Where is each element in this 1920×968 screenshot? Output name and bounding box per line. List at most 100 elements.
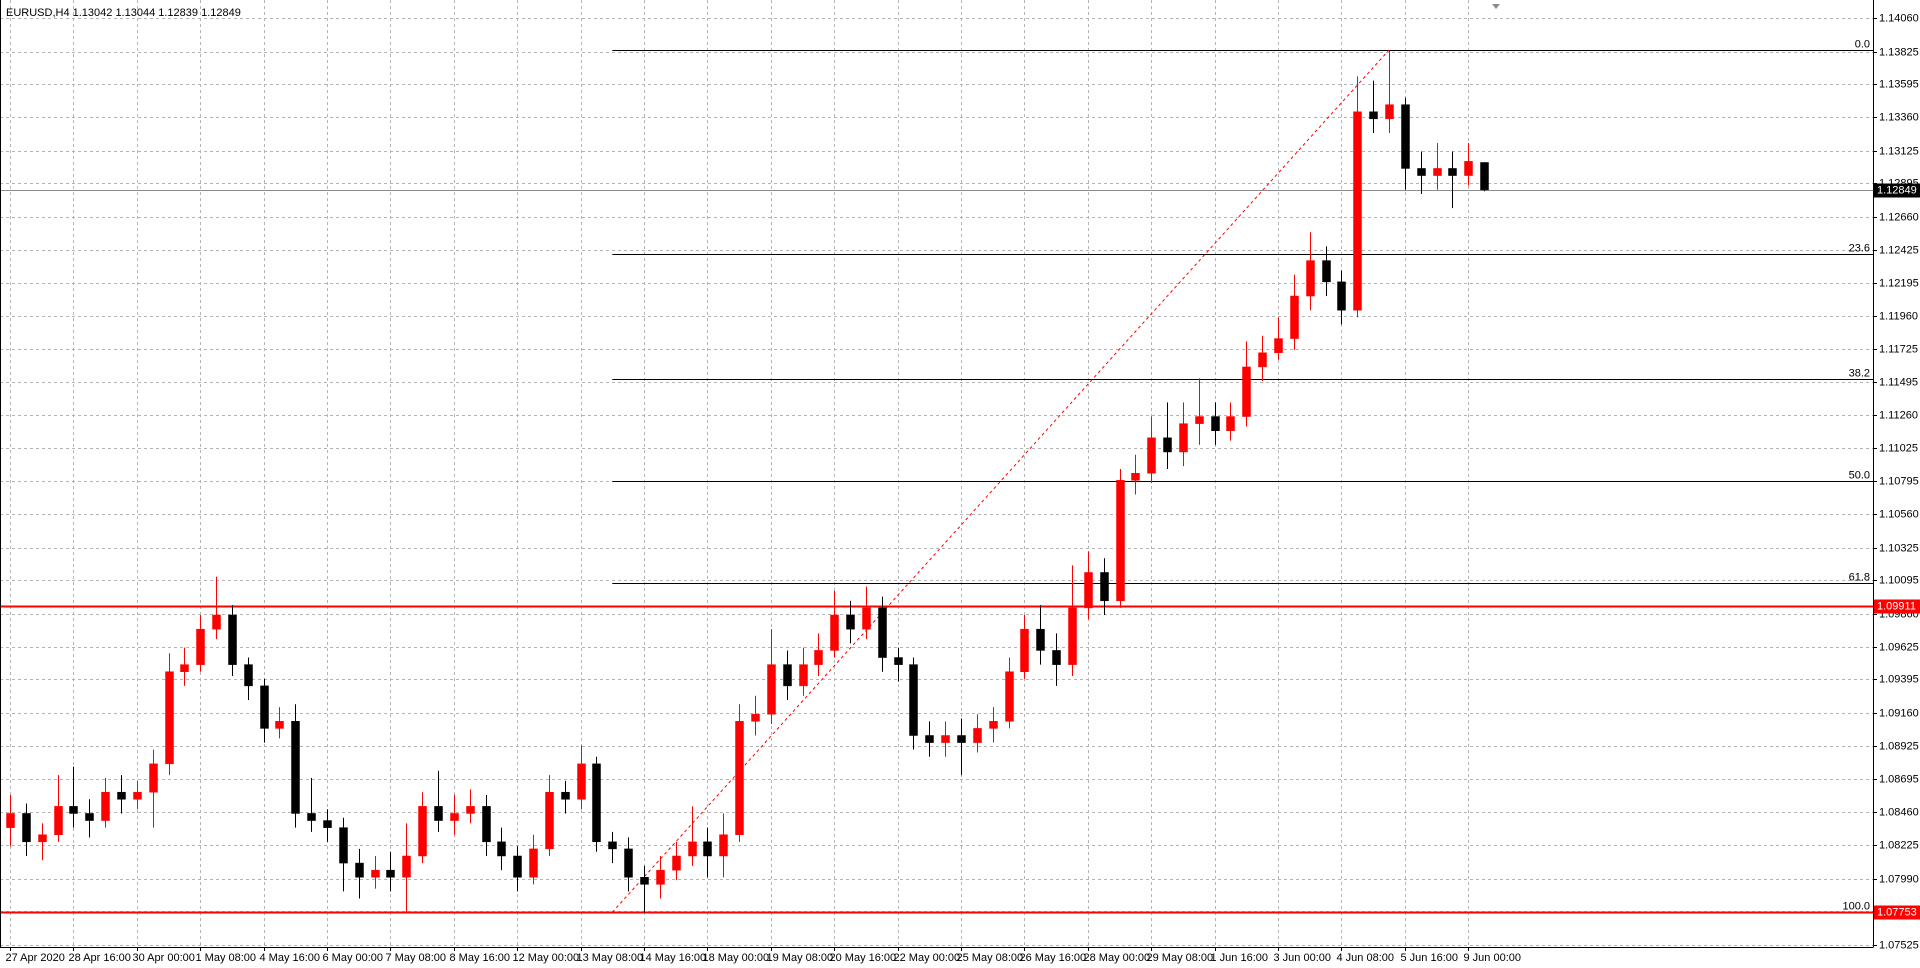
candle-body	[371, 869, 380, 878]
candle-body	[1480, 162, 1489, 191]
candle-body	[1448, 168, 1457, 176]
x-tick-label: 19 May 08:00	[767, 952, 834, 964]
candle-body	[989, 721, 998, 729]
candle-body	[434, 806, 443, 821]
y-tick-label: 1.09395	[1879, 673, 1919, 685]
y-tick-label: 1.07990	[1879, 873, 1919, 885]
x-tick-label: 28 May 00:00	[1084, 952, 1151, 964]
candle-body	[862, 607, 871, 630]
candle-body	[1005, 671, 1014, 722]
x-tick-label: 5 Jun 16:00	[1401, 952, 1459, 964]
x-tick-label: 22 May 00:00	[894, 952, 961, 964]
x-tick-label: 18 May 00:00	[703, 952, 770, 964]
candle-body	[1290, 295, 1299, 339]
candle-body	[1433, 168, 1442, 176]
candle-body	[1417, 168, 1426, 176]
candle-body	[1242, 366, 1251, 417]
x-tick-label: 4 Jun 08:00	[1337, 952, 1395, 964]
x-tick-label: 4 May 16:00	[260, 952, 321, 964]
x-tick-label: 20 May 16:00	[830, 952, 897, 964]
levels: 0.0 23.6 38.2 50.0 61.8 100.0	[0, 38, 1873, 914]
x-tick-label: 9 Jun 00:00	[1464, 952, 1522, 964]
candle-body	[38, 834, 47, 843]
candle-body	[783, 664, 792, 687]
hline-label-box	[1874, 599, 1920, 614]
candle-body	[1353, 111, 1362, 311]
candle-body	[1195, 416, 1204, 424]
candle-body	[117, 791, 126, 800]
candle-body	[323, 820, 332, 828]
fib-label: 100.0	[1842, 900, 1870, 912]
candle-body	[291, 721, 300, 814]
shift-marker	[1492, 4, 1500, 9]
candle-body	[418, 806, 427, 857]
fib-label: 61.8	[1849, 571, 1870, 583]
candle-body	[165, 671, 174, 765]
price-label: 1.12849	[1877, 184, 1917, 196]
candle-body	[1020, 628, 1029, 672]
candle-body	[894, 657, 903, 665]
candle-body	[640, 877, 649, 885]
candle-body	[688, 841, 697, 857]
x-tick-label: 6 May 00:00	[323, 952, 384, 964]
candle-body	[101, 791, 110, 821]
candle-body	[260, 685, 269, 729]
y-tick-label: 1.10325	[1879, 542, 1919, 554]
candle-body	[624, 848, 633, 878]
candle-body	[1179, 423, 1188, 453]
candle-body	[196, 628, 205, 665]
x-tick-label: 1 Jun 16:00	[1211, 952, 1269, 964]
y-tick-label: 1.12195	[1879, 277, 1919, 289]
candle-body	[878, 607, 887, 658]
hline-label: 1.09911	[1877, 600, 1916, 612]
candle-body	[545, 791, 554, 850]
candle-body	[592, 763, 601, 843]
candle-body	[925, 735, 934, 743]
x-tick-label: 27 Apr 2020	[6, 952, 65, 964]
candle-body	[1211, 416, 1220, 431]
x-tick-label: 30 Apr 00:00	[133, 952, 195, 964]
grid	[0, 0, 1873, 947]
candle-body	[1306, 260, 1315, 297]
y-tick-label: 1.08460	[1879, 806, 1919, 818]
candle-body	[1385, 104, 1394, 120]
y-tick-label: 1.11025	[1879, 442, 1918, 454]
x-tick-label: 29 May 08:00	[1147, 952, 1214, 964]
candle-body	[957, 735, 966, 743]
candle-body	[703, 841, 712, 857]
x-tick-label: 1 May 08:00	[196, 952, 257, 964]
candle-body	[244, 664, 253, 687]
price-label-box	[1874, 183, 1920, 198]
y-tick-label: 1.07525	[1879, 939, 1919, 951]
candle-body	[1337, 281, 1346, 311]
candle-body	[6, 813, 15, 828]
y-tick-label: 1.13825	[1879, 46, 1919, 58]
candle-body	[149, 763, 158, 793]
candle-body	[561, 791, 570, 800]
candle-body	[1116, 480, 1125, 602]
fib-label: 23.6	[1849, 242, 1870, 254]
candle-body	[1052, 650, 1061, 665]
candle-body	[1163, 437, 1172, 453]
y-tick-label: 1.13595	[1879, 78, 1919, 90]
candle-body	[466, 806, 475, 814]
candle-body	[1084, 572, 1093, 609]
y-tick-label: 1.08225	[1879, 839, 1919, 851]
y-tick-label: 1.09160	[1879, 707, 1919, 719]
candle-body	[1036, 628, 1045, 651]
candle-body	[941, 735, 950, 743]
y-tick-label: 1.11260	[1879, 409, 1918, 421]
candle-body	[1258, 352, 1267, 368]
hline-label-box	[1874, 905, 1920, 920]
candle-body	[228, 614, 237, 665]
candle-body	[1322, 260, 1331, 283]
y-tick-label: 1.09625	[1879, 641, 1919, 653]
candle-body	[386, 869, 395, 878]
fib-label: 50.0	[1849, 469, 1870, 481]
candle-body	[735, 721, 744, 835]
candles	[6, 50, 1489, 913]
y-tick-label: 1.11725	[1879, 343, 1918, 355]
